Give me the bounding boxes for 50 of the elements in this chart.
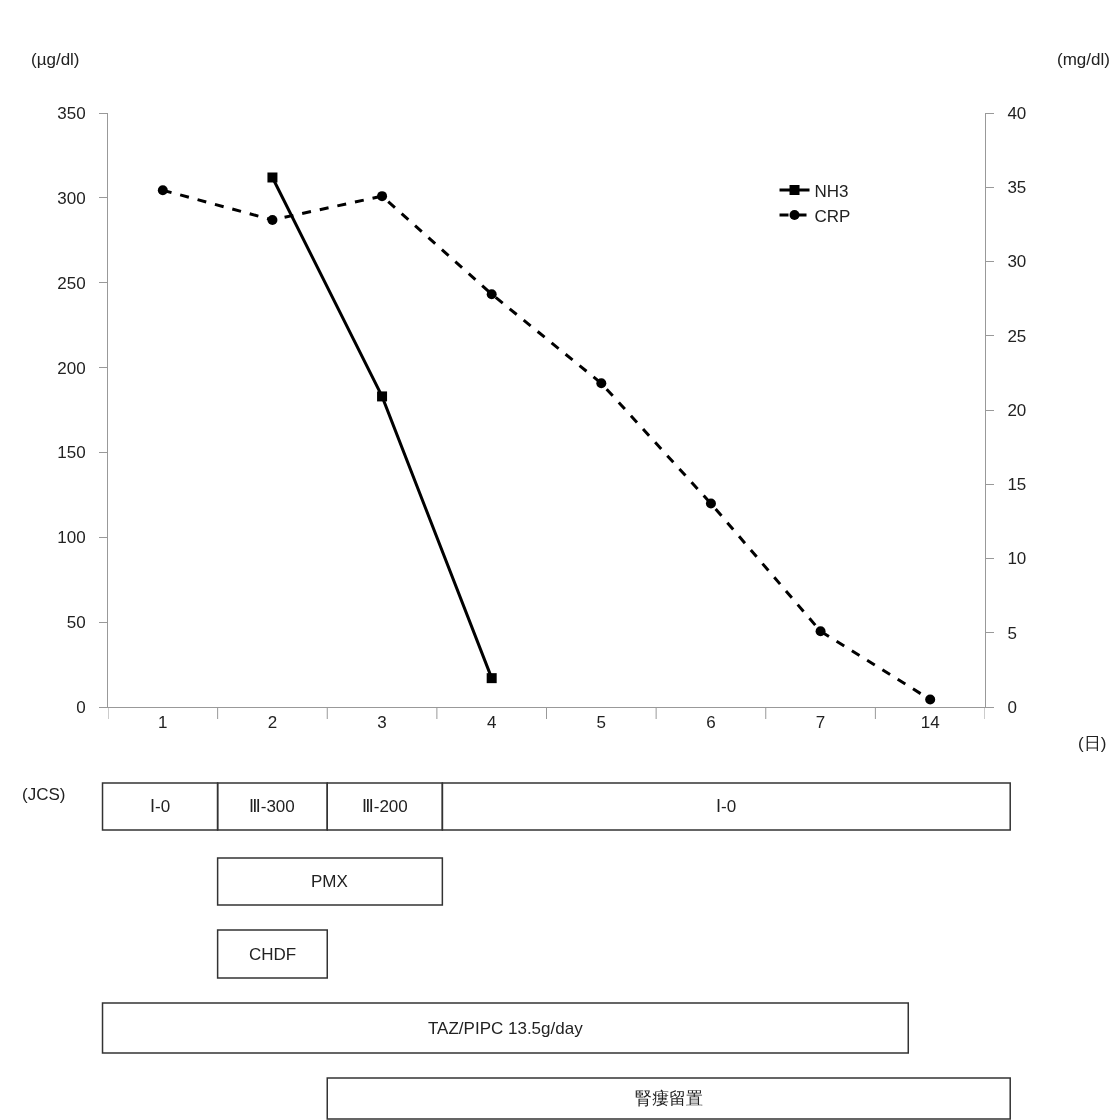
y-tick-label: 100 — [57, 528, 86, 548]
point — [705, 498, 716, 509]
y-tick-label: 300 — [57, 188, 86, 208]
y-tick-label: 200 — [57, 358, 86, 378]
x-tick-label: 5 — [596, 713, 607, 733]
x-tick-label: 3 — [377, 713, 387, 733]
y2-tick-label: 30 — [1007, 252, 1027, 272]
text: PMX — [311, 872, 348, 891]
point — [815, 626, 826, 637]
legend-label: CRP — [814, 206, 851, 226]
y-tick-label: 0 — [76, 697, 86, 717]
x-axis-title: (日) — [1078, 734, 1107, 753]
x-tick-label: 7 — [815, 713, 826, 733]
x-tick-label: 6 — [706, 713, 716, 733]
y-axis-title: (µg/dl) — [31, 50, 80, 69]
text: (JCS) — [22, 785, 66, 804]
point — [596, 378, 607, 389]
y2-tick-label: 0 — [1007, 697, 1017, 717]
point — [486, 289, 497, 300]
text: Ⅲ-200 — [362, 797, 408, 816]
y2-tick-label: 15 — [1007, 475, 1027, 495]
text: Ⅰ-0 — [716, 797, 737, 816]
point — [377, 391, 388, 402]
y-tick-label: 350 — [57, 103, 86, 123]
point — [267, 214, 278, 225]
y-tick-label: 50 — [66, 613, 86, 633]
text: 腎瘻留置 — [635, 1089, 703, 1108]
point — [377, 191, 388, 202]
x-tick-label: 4 — [486, 713, 497, 733]
y2-tick-label: 25 — [1007, 326, 1027, 346]
point — [486, 673, 497, 684]
y2-tick-label: 35 — [1007, 178, 1027, 198]
text: Ⅰ-0 — [150, 797, 171, 816]
text: CHDF — [249, 945, 297, 964]
y-tick-label: 150 — [57, 443, 86, 463]
y-tick-label: 250 — [57, 273, 86, 293]
y2-axis-title: (mg/dl) — [1057, 50, 1110, 69]
x-tick-label: 14 — [920, 713, 940, 733]
x-tick-label: 1 — [158, 713, 168, 733]
y2-tick-label: 20 — [1007, 400, 1027, 420]
point — [925, 694, 936, 705]
y2-tick-label: 5 — [1007, 623, 1017, 643]
y2-tick-label: 40 — [1007, 103, 1027, 123]
text: Ⅲ-300 — [249, 797, 295, 816]
point — [157, 185, 168, 196]
legend-label: NH3 — [814, 181, 849, 201]
x-tick-label: 2 — [267, 713, 278, 733]
text: TAZ/PIPC 13.5g/day — [428, 1019, 584, 1038]
y2-tick-label: 10 — [1007, 549, 1027, 569]
point — [267, 172, 278, 183]
